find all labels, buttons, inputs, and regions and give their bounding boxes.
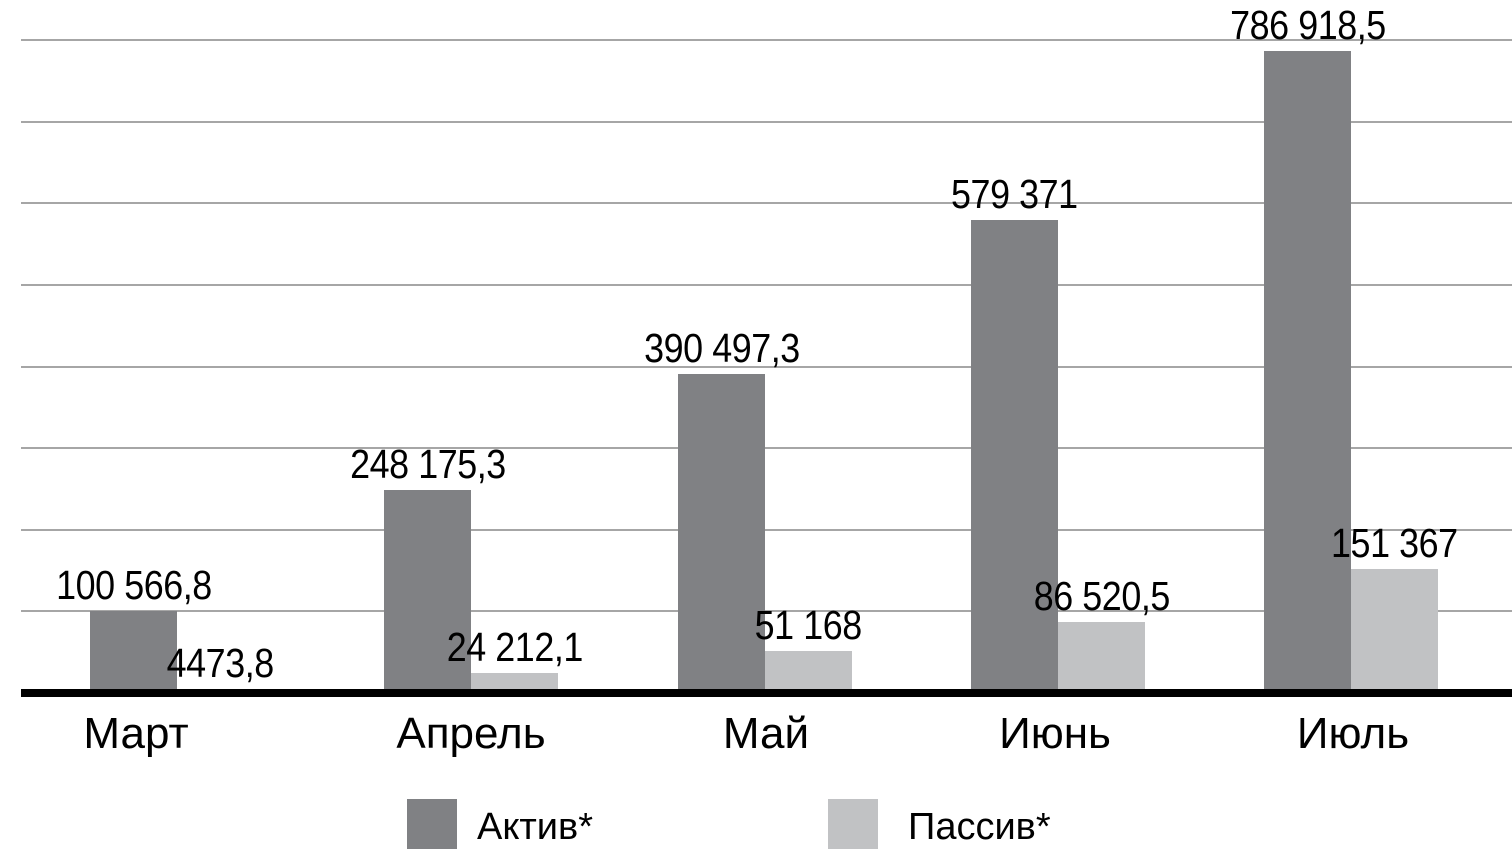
bar-Пассив-Апрель [471, 673, 558, 693]
x-axis-label-Март: Март [83, 709, 189, 758]
legend-label-Актив: Актив* [477, 806, 594, 848]
bar-Пассив-Июнь [1058, 622, 1145, 693]
gridline [21, 447, 1512, 450]
value-label: 579 371 [855, 172, 1175, 216]
value-label-text: 86 520,5 [1033, 573, 1170, 620]
value-label-text: 390 497,3 [643, 325, 800, 372]
value-label-text: 786 918,5 [1229, 1, 1386, 48]
x-axis-label-Май: Май [722, 709, 810, 758]
gridline [21, 610, 1512, 613]
gridline [21, 365, 1512, 368]
x-axis-label-Июль: Июль [1296, 709, 1410, 758]
value-label-text: 248 175,3 [349, 441, 506, 488]
gridline [21, 39, 1512, 41]
legend-swatch-Актив [407, 799, 457, 849]
gridline [21, 202, 1512, 205]
bar-Актив-Июнь [971, 220, 1058, 693]
legend-label-Пассив: Пассив* [908, 806, 1051, 848]
x-axis-line [21, 689, 1512, 697]
x-axis-label-Июнь: Июнь [999, 709, 1111, 758]
value-label-text: 100 566,8 [55, 561, 212, 608]
bar-Актив-Март [90, 610, 177, 693]
bar-Пассив-Май [765, 651, 852, 693]
legend-swatch-Пассив [828, 799, 878, 849]
bar-Актив-Май [678, 374, 765, 693]
value-label: 390 497,3 [562, 326, 882, 370]
gridline [21, 120, 1512, 123]
value-label: 86 520,5 [942, 574, 1262, 618]
bar-Актив-Июль [1264, 50, 1351, 693]
value-label: 151 367 [1235, 521, 1512, 565]
value-label-text: 579 371 [951, 171, 1078, 218]
value-label-text: 4473,8 [166, 640, 275, 687]
value-label: 100 566,8 [0, 563, 294, 607]
bar-Пассив-Июль [1351, 569, 1438, 693]
value-label: 248 175,3 [268, 442, 588, 486]
value-label: 4473,8 [61, 641, 381, 685]
value-label: 51 168 [649, 603, 969, 647]
value-label-text: 151 367 [1331, 520, 1458, 567]
value-label-text: 24 212,1 [446, 624, 583, 671]
gridline [21, 528, 1512, 531]
value-label-text: 51 168 [754, 602, 863, 649]
x-axis-label-Апрель: Апрель [396, 709, 546, 758]
value-label: 786 918,5 [1148, 3, 1468, 47]
gridline [21, 283, 1512, 286]
value-label: 24 212,1 [355, 625, 675, 669]
bar-Актив-Апрель [384, 490, 471, 693]
